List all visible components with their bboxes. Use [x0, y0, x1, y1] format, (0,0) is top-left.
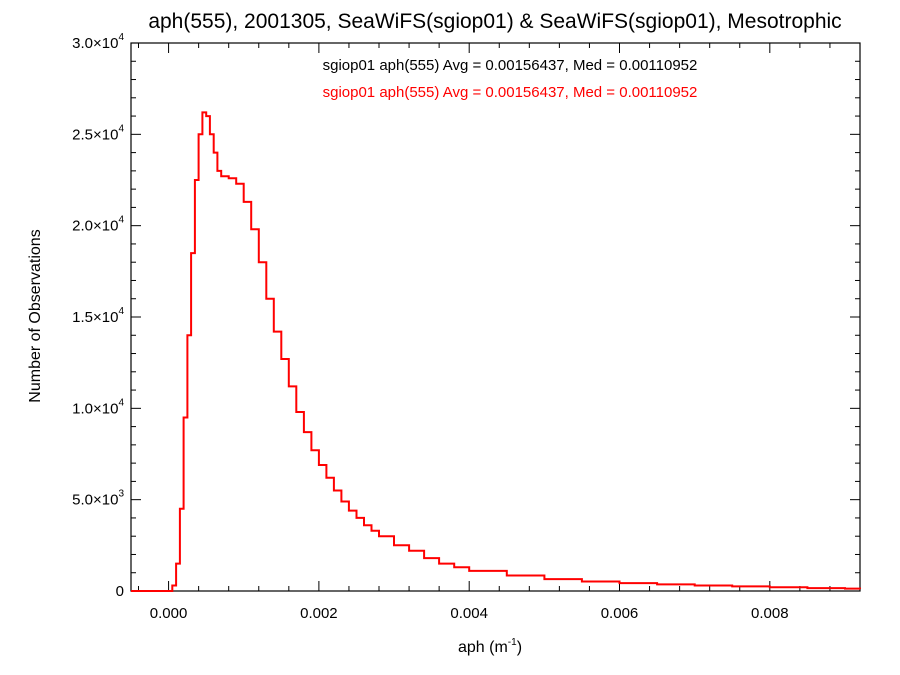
x-tick-label: 0.008 — [751, 605, 789, 622]
legend-entry-black: sgiop01 aph(555) Avg = 0.00156437, Med =… — [323, 57, 698, 74]
plot-frame — [130, 42, 861, 592]
x-axis-ticks: 0.000 0.002 0.004 0.006 0.008 — [138, 43, 861, 622]
legend-entry-red: sgiop01 aph(555) Avg = 0.00156437, Med =… — [323, 84, 698, 101]
x-tick-label: 0.006 — [601, 605, 639, 622]
y-tick-label: 5.0×103 — [72, 489, 124, 509]
x-tick-label: 0.002 — [300, 605, 338, 622]
legend: sgiop01 aph(555) Avg = 0.00156437, Med =… — [323, 57, 698, 101]
x-axis-label: aph (m-1) — [458, 637, 522, 656]
y-tick-label: 2.5×104 — [72, 123, 124, 143]
x-tick-label: 0.000 — [150, 605, 188, 622]
y-axis-label: Number of Observations — [27, 229, 44, 402]
y-axis-ticks: 0 5.0×103 1.0×104 1.5×104 2.0×104 2.5×104 3.0×… — [72, 32, 860, 600]
y-tick-label: 2.0×104 — [72, 215, 124, 235]
y-tick-label: 1.5×104 — [72, 306, 124, 326]
y-tick-label: 3.0×104 — [72, 32, 124, 52]
y-tick-label: 1.0×104 — [72, 397, 124, 417]
chart-title: aph(555), 2001305, SeaWiFS(sgiop01) & Se… — [148, 10, 841, 33]
series-line — [131, 111, 861, 592]
x-tick-label: 0.004 — [450, 605, 488, 622]
y-tick-label: 0 — [116, 583, 124, 600]
